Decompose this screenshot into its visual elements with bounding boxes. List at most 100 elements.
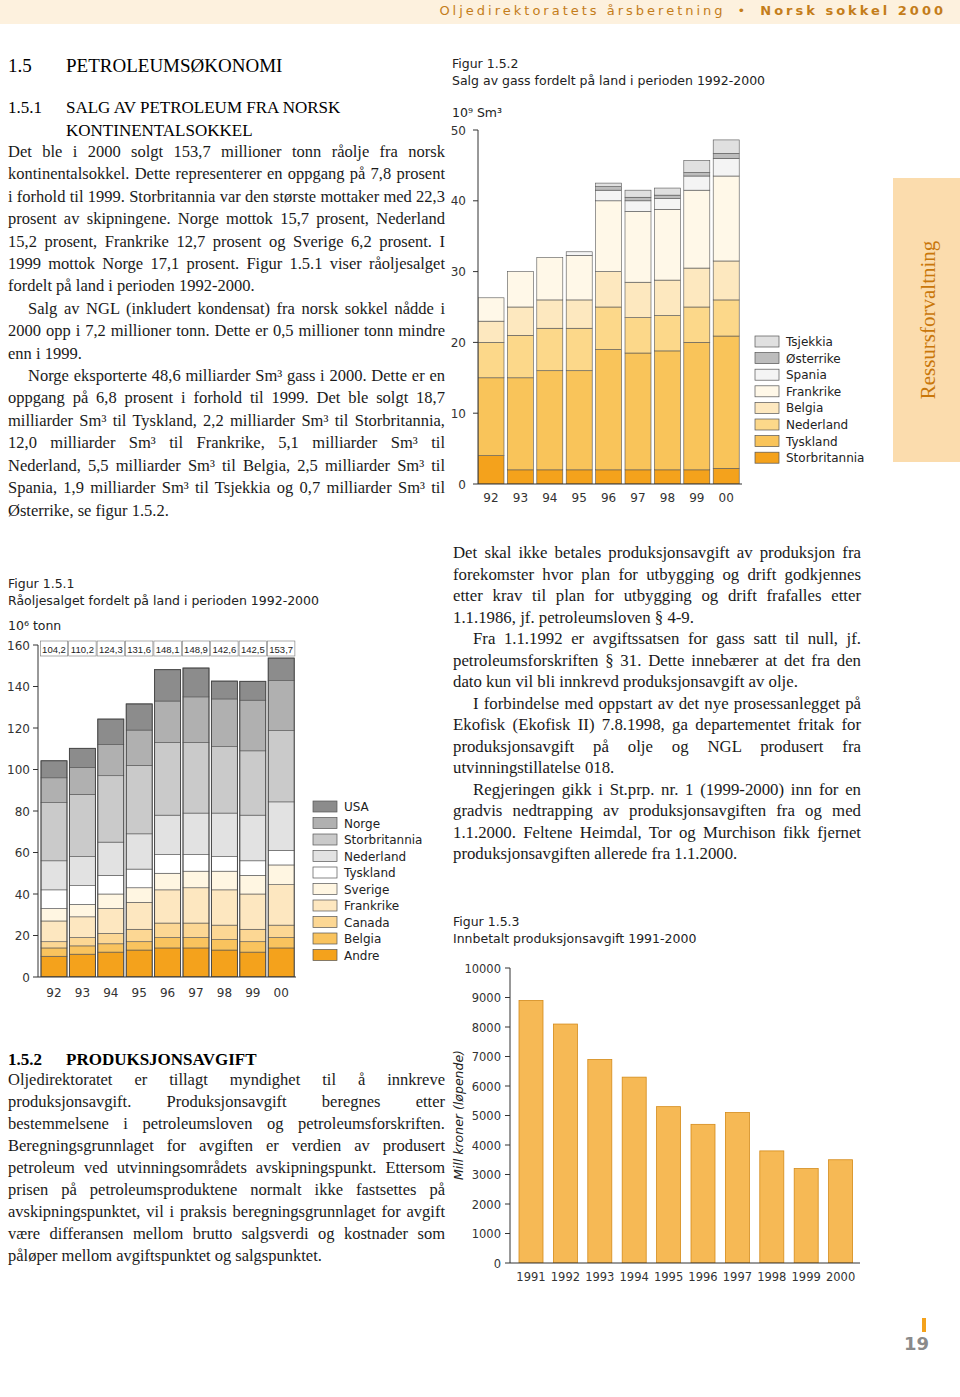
y-tick-label: 2000 (472, 1198, 501, 1212)
bar-segment (155, 890, 181, 923)
figure-label: Figur 1.5.2 (452, 56, 519, 71)
bar (588, 1059, 612, 1263)
bar-segment (126, 765, 152, 833)
header: Oljedirektoratets årsberetning•Norsk sok… (439, 3, 946, 18)
total-label: 148,9 (184, 644, 208, 655)
bar-segment (684, 176, 710, 190)
chart-0: Figur 1.5.1Råoljesalget fordelt på land … (7, 576, 422, 1000)
bar-segment (625, 282, 651, 317)
bar-segment (625, 353, 651, 470)
paragraph: Oljedirektoratet er tillagt myndighet ti… (8, 1069, 445, 1267)
bar (519, 1000, 543, 1263)
legend-swatch (755, 436, 779, 447)
bar-segment (126, 869, 152, 888)
y-tick-label: 1000 (472, 1227, 501, 1241)
legend-label: Østerrike (786, 352, 841, 366)
y-tick-label: 20 (451, 336, 466, 350)
bar-segment (268, 850, 294, 865)
bar-segment (155, 923, 181, 938)
y-tick (505, 1086, 510, 1087)
bar-segment (211, 950, 237, 977)
bar-segment (41, 909, 67, 921)
bar-segment (240, 952, 266, 977)
bar-segment (155, 815, 181, 854)
legend-label: Frankrike (786, 385, 841, 399)
bar-segment (596, 470, 622, 484)
bar-segment (596, 201, 622, 272)
bar-segment (69, 904, 95, 916)
y-tick-label: 8000 (472, 1021, 501, 1035)
bar-segment (713, 158, 739, 176)
bar-segment (98, 952, 124, 977)
bar-segment (240, 929, 266, 941)
bar-segment (566, 252, 592, 256)
bar-segment (713, 153, 739, 158)
paragraph: Fra 1.1.1992 er avgiftssatsen for gass s… (453, 628, 861, 693)
bar-segment (98, 719, 124, 745)
y-tick (473, 200, 478, 201)
plot-marks (41, 658, 294, 977)
legend-swatch (755, 386, 779, 397)
legend-swatch (313, 801, 337, 812)
bar-segment (268, 681, 294, 731)
bar-segment (478, 342, 504, 377)
bar-segment (684, 160, 710, 172)
bar-segment (126, 704, 152, 730)
bar-segment (625, 318, 651, 353)
bar-segment (654, 351, 680, 470)
y-tick-label: 100 (7, 763, 30, 777)
bar (691, 1124, 715, 1263)
y-tick-label: 10000 (464, 962, 501, 976)
legend-label: Frankrike (344, 899, 399, 913)
bar-segment (183, 668, 209, 697)
x-tick-label: 94 (103, 986, 118, 1000)
y-tick-label: 60 (15, 846, 30, 860)
paragraph: Salg av NGL (inkludert kondensat) fra no… (8, 298, 445, 365)
x-tick-label: 97 (630, 491, 645, 505)
bar-segment (126, 950, 152, 977)
bar (553, 1024, 577, 1263)
total-label-box (69, 641, 96, 656)
x-tick-label: 1992 (551, 1270, 580, 1284)
bar-segment (654, 315, 680, 350)
bar-segment (537, 257, 563, 258)
total-label-box (97, 641, 124, 656)
x-tick-label: 1997 (723, 1270, 752, 1284)
bar (794, 1169, 818, 1263)
y-tick-label: 0 (22, 971, 30, 985)
bar-segment (69, 767, 95, 794)
x-tick-label: 1995 (654, 1270, 683, 1284)
bar-segment (211, 871, 237, 890)
bar-segment (478, 297, 504, 298)
legend-label: USA (344, 800, 370, 814)
total-label-box (268, 641, 295, 656)
total-label: 104,2 (42, 644, 66, 655)
bar-segment (183, 855, 209, 872)
bar (725, 1113, 749, 1263)
total-label: 142,6 (213, 644, 237, 655)
bar-segment (625, 211, 651, 282)
paragraph: I forbindelse med oppstart av det nye pr… (453, 693, 861, 779)
bar-total-outline (268, 658, 294, 977)
figure-label: Figur 1.5.3 (453, 914, 520, 929)
y-tick (33, 894, 38, 895)
y-tick-label: 140 (7, 680, 30, 694)
bar-segment (566, 371, 592, 470)
bar-segment (713, 261, 739, 300)
bar-segment (240, 861, 266, 876)
bar-segment (41, 861, 67, 890)
bar-segment (98, 894, 124, 909)
bar-segment (41, 921, 67, 942)
y-tick-label: 10 (451, 407, 466, 421)
bar-segment (183, 948, 209, 977)
bar-segment (654, 195, 680, 199)
bar-segment (596, 190, 622, 201)
bar-segment (69, 917, 95, 938)
figure-label: Figur 1.5.1 (8, 576, 75, 591)
bar-total-outline (240, 681, 266, 977)
total-label: 148,1 (156, 644, 180, 655)
bar-segment (537, 300, 563, 328)
bar-segment (69, 938, 95, 946)
bar-segment (713, 336, 739, 468)
y-tick-label: 6000 (472, 1080, 501, 1094)
